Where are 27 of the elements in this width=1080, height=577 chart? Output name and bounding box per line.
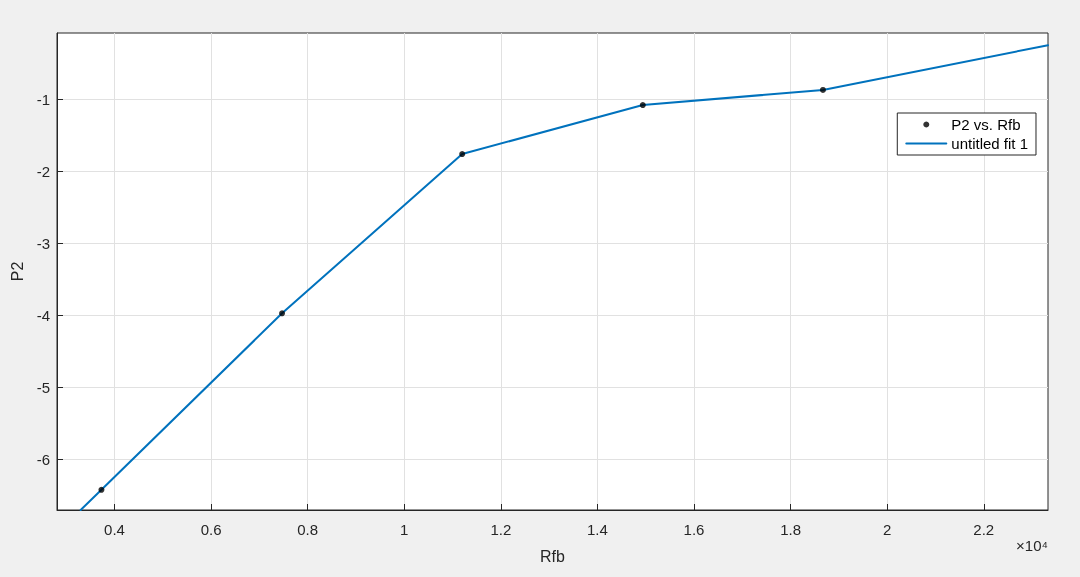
legend-label: untitled fit 1 [951,135,1028,152]
point [459,151,466,158]
y-tick-label: -1 [36,90,50,108]
x-tick-label: 1 [400,521,409,538]
x-tick-label: 0.4 [104,521,125,538]
y-tick-label: -4 [36,306,50,324]
text: ×10⁴ [1016,537,1048,554]
x-tick-label: 2 [883,521,892,538]
x-tick-label: 0.6 [200,521,222,538]
x-tick-label: 1.4 [586,521,608,538]
line-series [79,44,1049,511]
y-axis-title: P2 [9,261,27,282]
x-axis-title: Rfb [540,547,566,565]
x-tick-label: 1.2 [490,521,512,538]
point [819,86,826,93]
x-tick-label: 1.6 [683,521,705,538]
y-tick-label: -3 [36,234,50,252]
point [639,102,646,109]
y-tick-label: -6 [36,451,50,469]
y-tick-label: -5 [36,379,50,397]
point [279,310,286,317]
legend-label: P2 vs. Rfb [951,116,1021,133]
x-tick-label: 1.8 [780,521,802,538]
point [98,486,105,493]
x-tick-label: 2.2 [973,521,995,538]
x-tick-label: 0.8 [297,521,319,538]
y-tick-label: -2 [36,162,50,180]
